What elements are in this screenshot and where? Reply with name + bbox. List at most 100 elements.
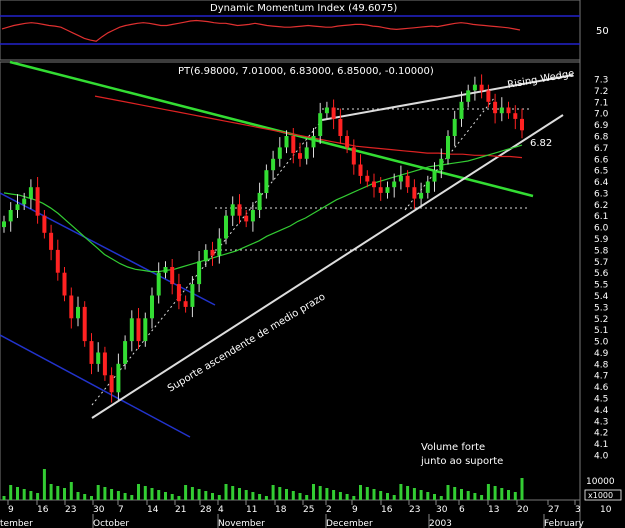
y-tick-label: 5.7: [594, 258, 608, 268]
candle: [378, 187, 383, 193]
candle: [459, 101, 464, 119]
y-tick-label: 6.1: [594, 212, 608, 222]
volume-bar: [9, 485, 13, 500]
x-tick-label: 21: [175, 505, 186, 515]
momentum-tick-label: 50: [596, 26, 609, 37]
x-tick-label: 10: [600, 505, 612, 515]
volume-bar: [238, 488, 241, 500]
volume-bar: [426, 492, 430, 500]
momentum-series-line: [1, 19, 521, 42]
candle: [210, 249, 215, 256]
x-tick-label: 20: [517, 505, 529, 515]
candle: [257, 192, 262, 210]
volume-bar: [36, 493, 40, 500]
x-tick-label: 3: [575, 505, 581, 515]
volume-bar: [460, 489, 463, 500]
candle: [398, 175, 403, 182]
y-tick-label: 5.3: [594, 303, 608, 313]
candle: [499, 107, 504, 114]
candle: [197, 261, 202, 285]
candle: [15, 204, 20, 210]
y-tick-label: 7.3: [594, 76, 608, 86]
candle: [365, 175, 370, 182]
candle: [22, 198, 27, 205]
volume-bar: [372, 489, 376, 500]
volume-bar: [258, 494, 262, 500]
volume-bar: [2, 496, 6, 500]
candle: [183, 301, 188, 307]
volume-bar: [130, 495, 134, 500]
volume-bar: [412, 488, 416, 500]
volume-bar: [197, 489, 201, 500]
volume-bar: [507, 490, 510, 500]
volume-bar: [345, 494, 349, 500]
volume-bar: [96, 485, 100, 500]
y-tick-label: 4.1: [594, 440, 608, 450]
candle: [345, 136, 350, 148]
y-tick-label: 5.0: [594, 338, 609, 348]
volume-bar: [231, 486, 235, 500]
candle: [493, 101, 498, 114]
volume-bar: [211, 493, 214, 500]
candle: [284, 136, 289, 148]
y-tick-label: 6.9: [594, 121, 609, 131]
y-tick-label: 4.5: [594, 395, 608, 405]
y-tick-label: 6.0: [594, 224, 609, 234]
y-tick-label: 5.5: [594, 281, 608, 291]
annotation-volume-1: Volume forte: [421, 442, 485, 453]
x-tick-label: 16: [381, 505, 393, 515]
month-label: February: [544, 519, 585, 528]
volume-bar: [473, 493, 477, 500]
candle: [466, 90, 471, 102]
candle: [244, 215, 249, 222]
annotation-volume-2: junto ao suporte: [420, 456, 503, 467]
volume-bar: [486, 484, 490, 500]
candle: [304, 147, 309, 159]
candle: [190, 284, 195, 307]
candle: [62, 272, 67, 296]
y-tick-label: 4.2: [594, 429, 608, 439]
volume-bar: [224, 484, 228, 500]
candle: [513, 113, 518, 119]
month-label: November: [218, 519, 265, 528]
y-tick-label: 6.8: [594, 133, 609, 143]
volume-bar: [392, 495, 396, 500]
x-tick-label: 16: [37, 505, 49, 515]
volume-unit-box: [584, 489, 622, 501]
volume-bar: [170, 494, 174, 500]
volume-bars: [2, 469, 524, 500]
x-tick-label: 18: [275, 505, 287, 515]
volume-bar: [318, 486, 322, 500]
candle: [176, 284, 181, 302]
candle: [405, 175, 410, 188]
ma-short-line: [3, 144, 523, 273]
y-tick-label: 7.0: [594, 110, 609, 120]
candle: [277, 147, 282, 159]
volume-bar: [116, 491, 120, 500]
volume-bar: [184, 485, 188, 500]
candle: [311, 136, 316, 148]
candle: [42, 215, 47, 233]
volume-bar: [433, 494, 436, 500]
volume-bar: [29, 491, 33, 500]
candle: [412, 187, 417, 199]
y-tick-label: 4.7: [594, 372, 608, 382]
candle: [123, 341, 128, 364]
x-tick-label: 30: [93, 505, 105, 515]
volume-bar: [90, 496, 93, 500]
annotation-price: 6.82: [530, 138, 552, 149]
candle: [143, 318, 148, 342]
volume-bar: [264, 496, 268, 500]
candle: [69, 295, 74, 319]
candle: [96, 352, 101, 364]
volume-bar: [190, 487, 194, 500]
volume-bar: [63, 488, 66, 500]
y-tick-label: 6.3: [594, 189, 608, 199]
candle: [49, 232, 54, 250]
volume-bar: [439, 496, 443, 500]
x-tick-label: 23: [409, 505, 420, 515]
volume-unit: x1000: [588, 491, 613, 500]
volume-bar: [143, 486, 147, 500]
candle: [358, 164, 363, 176]
volume-bar: [49, 484, 53, 500]
